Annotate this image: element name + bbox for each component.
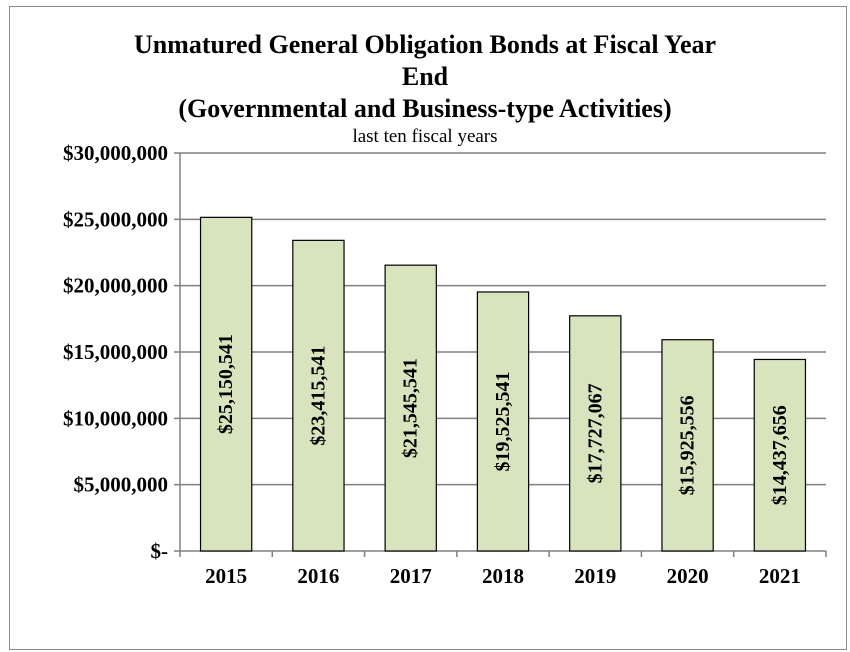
- x-axis-tick-labels: 2015 2016 2017 2018 2019 2020 2021: [205, 564, 801, 588]
- y-axis-tick-labels: $- $5,000,000 $10,000,000 $15,000,000 $20,00…: [63, 141, 168, 563]
- x-tick-label-2020: 2020: [667, 564, 709, 588]
- x-tick-label-2015: 2015: [205, 564, 247, 588]
- y-tick-label: $-: [151, 539, 169, 563]
- x-tick-label-2017: 2017: [390, 564, 432, 588]
- x-tick-label-2021: 2021: [759, 564, 801, 588]
- y-tick-label: $25,000,000: [63, 207, 168, 231]
- y-tick-label: $5,000,000: [74, 473, 169, 497]
- x-tick-label-2018: 2018: [482, 564, 524, 588]
- data-label-2015: $25,150,541: [215, 334, 237, 434]
- data-label-2019: $17,727,067: [584, 383, 606, 483]
- data-label-2020: $15,925,556: [677, 395, 699, 495]
- y-tick-label: $15,000,000: [63, 340, 168, 364]
- data-label-2018: $19,525,541: [492, 371, 514, 471]
- data-label-2021: $14,437,656: [769, 405, 791, 505]
- y-tick-label: $10,000,000: [63, 406, 168, 430]
- y-tick-label: $30,000,000: [63, 141, 168, 165]
- x-tick-label-2016: 2016: [297, 564, 339, 588]
- data-label-2016: $23,415,541: [307, 346, 329, 446]
- data-label-2017: $21,545,541: [400, 358, 422, 458]
- x-tick-label-2019: 2019: [574, 564, 616, 588]
- y-tick-label: $20,000,000: [63, 274, 168, 298]
